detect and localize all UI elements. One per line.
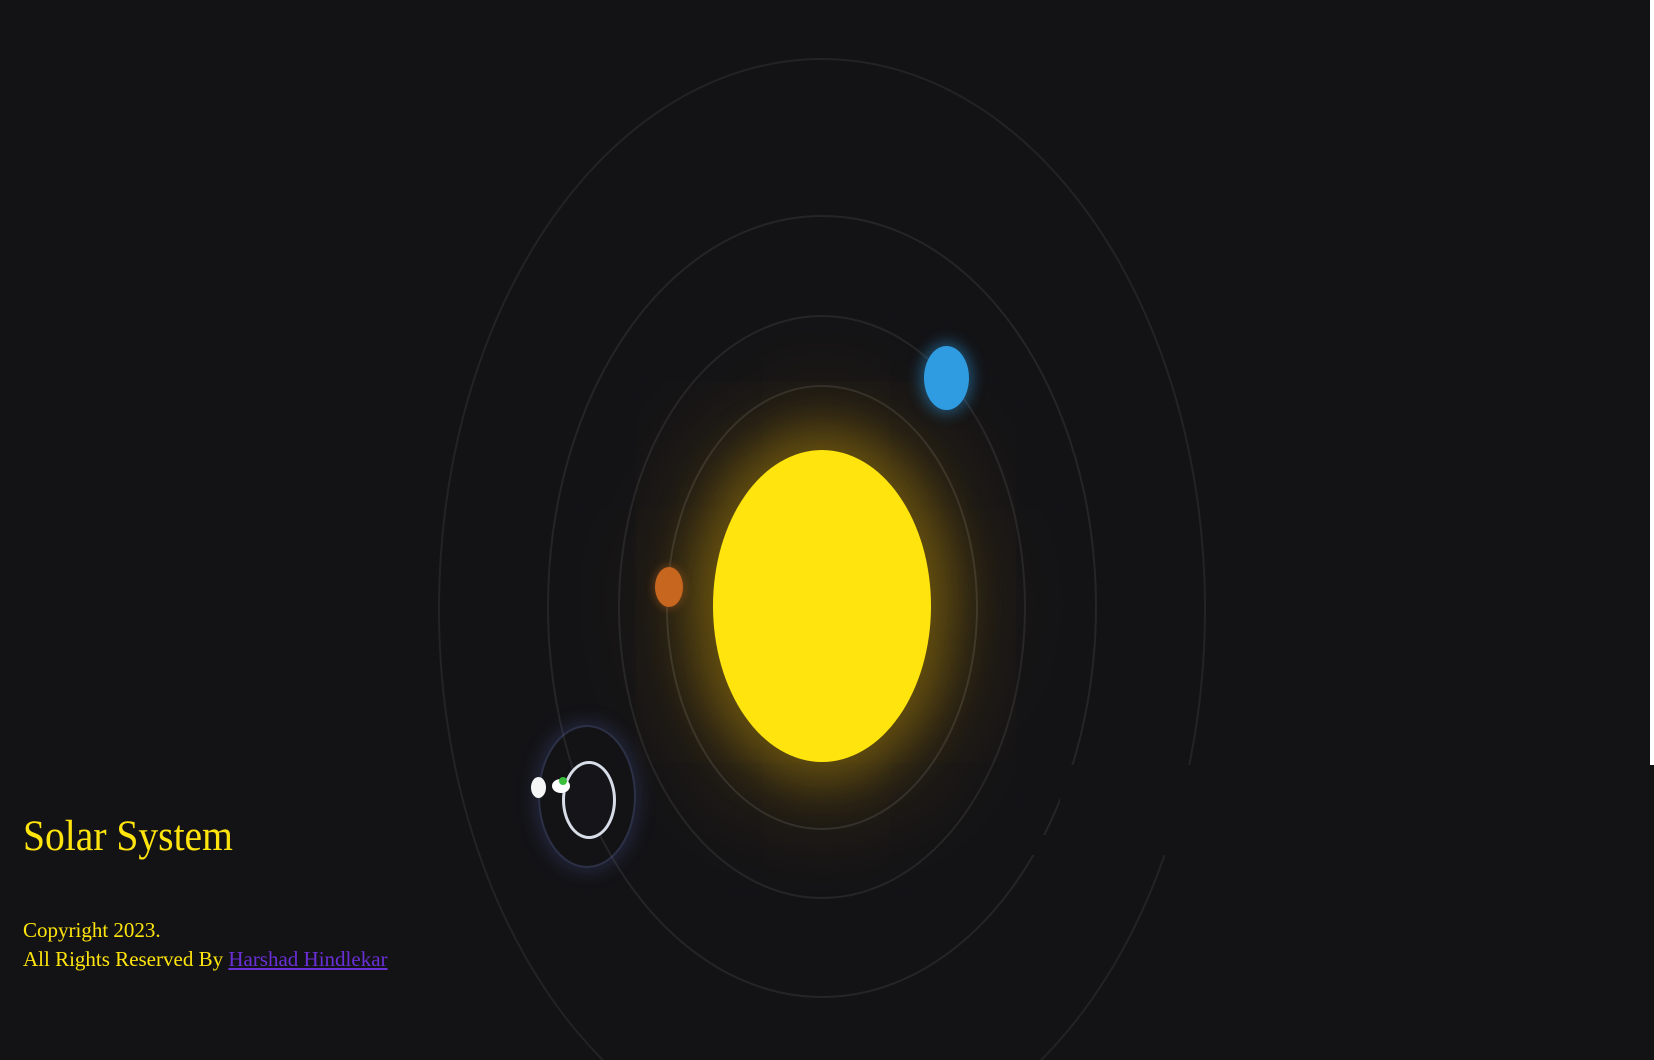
orbit-ring-venus — [618, 315, 1026, 899]
moon-icon — [531, 777, 546, 798]
sun-icon — [713, 450, 931, 762]
orbit-gap-bottom — [1010, 835, 1080, 855]
orbit-gap-right — [1060, 765, 1200, 855]
copyright-text: Copyright 2023. — [23, 918, 161, 942]
orbit-ring-mercury — [666, 385, 978, 830]
rights-prefix: All Rights Reserved By — [23, 947, 224, 971]
author-link[interactable]: Harshad Hindlekar — [228, 947, 388, 971]
earth-orbit-halo — [538, 725, 636, 868]
mercury-icon — [655, 567, 683, 607]
venus-icon — [924, 346, 969, 410]
orbit-ring-earth — [547, 215, 1097, 998]
page-title: Solar System — [23, 813, 233, 860]
footer: Copyright 2023. All Rights Reserved By H… — [23, 916, 388, 974]
rights-line: All Rights Reserved By Harshad Hindlekar — [23, 945, 388, 974]
earth-land-icon — [559, 777, 567, 785]
earth-icon — [562, 761, 616, 839]
scrollbar-edge — [1650, 0, 1654, 765]
